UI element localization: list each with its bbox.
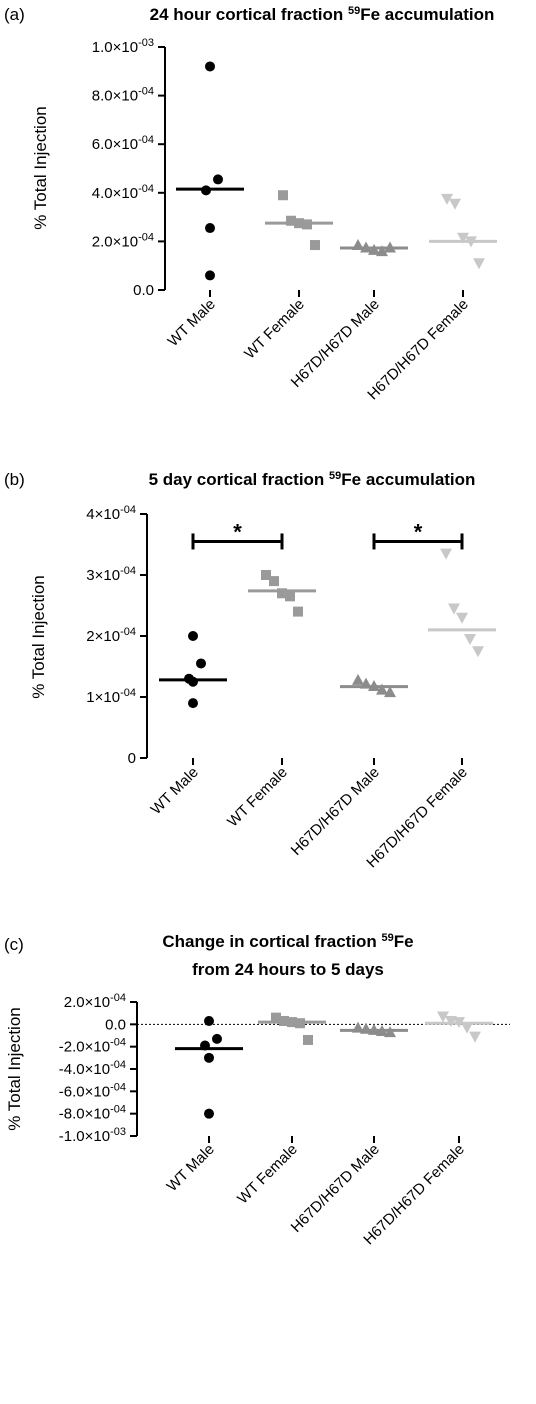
data-point bbox=[464, 634, 476, 646]
x-category-label: WT Male bbox=[148, 764, 202, 818]
y-tick-label: 4.0×10-04 bbox=[92, 183, 154, 202]
y-tick-label: 6.0×10-04 bbox=[92, 134, 154, 153]
data-point bbox=[352, 239, 364, 251]
data-point bbox=[188, 698, 198, 709]
y-tick-label: 0.0 bbox=[105, 1016, 126, 1033]
data-point bbox=[456, 612, 468, 624]
x-category-label: WT Female bbox=[224, 764, 291, 831]
y-tick-label: 3×10-04 bbox=[86, 565, 136, 584]
data-point bbox=[440, 548, 452, 560]
data-point bbox=[448, 603, 460, 615]
data-point bbox=[294, 218, 304, 229]
y-tick-label: -6.0×10-04 bbox=[59, 1081, 126, 1100]
data-point bbox=[376, 245, 388, 257]
y-tick-label: 2.0×10-04 bbox=[92, 231, 154, 250]
data-point bbox=[261, 570, 271, 580]
data-point bbox=[277, 588, 287, 599]
data-point bbox=[384, 686, 396, 698]
data-point bbox=[303, 1034, 313, 1045]
data-point bbox=[457, 232, 469, 244]
data-point bbox=[205, 61, 215, 72]
data-point bbox=[360, 677, 372, 689]
x-category-label: WT Male bbox=[164, 1141, 218, 1195]
data-point bbox=[205, 223, 215, 234]
x-category-label: WT Female bbox=[234, 1141, 301, 1208]
data-point bbox=[196, 658, 206, 669]
y-tick-label: 2×10-04 bbox=[86, 626, 136, 645]
data-point bbox=[461, 1022, 473, 1034]
x-category-label: H67D/H67D Male bbox=[288, 764, 383, 859]
data-point bbox=[368, 243, 380, 255]
significance-asterisk: * bbox=[414, 519, 423, 544]
y-tick-label: -2.0×10-04 bbox=[59, 1037, 126, 1056]
chart-title: 5 day cortical fraction 59Fe accumulatio… bbox=[149, 470, 476, 489]
data-point bbox=[360, 1022, 372, 1034]
y-tick-label: 4×10-04 bbox=[86, 504, 136, 523]
chart-title: from 24 hours to 5 days bbox=[192, 960, 384, 979]
data-point bbox=[201, 185, 211, 196]
data-point bbox=[271, 1012, 281, 1023]
data-point bbox=[302, 219, 312, 230]
y-tick-label: 0 bbox=[128, 750, 136, 767]
x-category-label: H67D/H67D Female bbox=[363, 764, 471, 872]
data-point bbox=[295, 1018, 305, 1029]
data-point bbox=[352, 1021, 364, 1033]
data-point bbox=[469, 1031, 481, 1043]
data-point bbox=[360, 241, 372, 253]
panel-label: (c) bbox=[4, 935, 24, 954]
data-point bbox=[286, 215, 296, 226]
data-point bbox=[188, 631, 198, 641]
y-tick-label: 8.0×10-04 bbox=[92, 86, 154, 105]
data-point bbox=[205, 270, 215, 281]
data-point bbox=[213, 174, 223, 185]
data-point bbox=[368, 1023, 380, 1035]
x-category-label: WT Male bbox=[165, 296, 219, 350]
data-point bbox=[204, 1108, 214, 1119]
data-point bbox=[453, 1017, 465, 1029]
data-point bbox=[352, 673, 364, 685]
y-tick-label: -4.0×10-04 bbox=[59, 1059, 126, 1078]
data-point bbox=[278, 190, 288, 201]
data-point bbox=[269, 576, 279, 587]
data-point bbox=[441, 193, 453, 205]
panel-label: (a) bbox=[4, 5, 25, 24]
x-category-label: H67D/H67D Male bbox=[288, 1141, 383, 1236]
y-tick-label: -8.0×10-04 bbox=[59, 1104, 126, 1123]
y-tick-label: 1×10-04 bbox=[86, 687, 136, 706]
y-axis-label: % Total Injection bbox=[29, 575, 48, 698]
data-point bbox=[285, 591, 295, 602]
y-tick-label: 0.0 bbox=[133, 282, 154, 299]
x-category-label: WT Female bbox=[241, 296, 308, 363]
data-point bbox=[279, 1015, 289, 1026]
data-point bbox=[293, 606, 303, 617]
y-axis-label: % Total Injection bbox=[31, 106, 50, 229]
data-point bbox=[437, 1011, 449, 1023]
data-point bbox=[384, 241, 396, 253]
data-point bbox=[472, 646, 484, 658]
data-point bbox=[368, 680, 380, 692]
panel-label: (b) bbox=[4, 470, 25, 489]
data-point bbox=[384, 1026, 396, 1038]
y-tick-label: 2.0×10-04 bbox=[64, 992, 126, 1011]
significance-asterisk: * bbox=[233, 519, 242, 544]
x-category-label: H67D/H67D Female bbox=[364, 296, 472, 404]
data-point bbox=[212, 1033, 222, 1044]
data-point bbox=[465, 236, 477, 248]
y-tick-label: -1.0×10-03 bbox=[59, 1126, 126, 1145]
data-point bbox=[204, 1052, 214, 1063]
data-point bbox=[204, 1015, 214, 1026]
data-point bbox=[449, 198, 461, 210]
data-point bbox=[473, 258, 485, 270]
chart-title: Change in cortical fraction 59Fe bbox=[162, 932, 413, 951]
data-point bbox=[188, 676, 198, 687]
data-point bbox=[287, 1017, 297, 1028]
data-point bbox=[376, 683, 388, 695]
data-point bbox=[310, 240, 320, 251]
y-tick-label: 1.0×10-03 bbox=[92, 37, 154, 56]
y-axis-label: % Total Injection bbox=[5, 1007, 24, 1130]
data-point bbox=[200, 1040, 210, 1051]
data-point bbox=[376, 1025, 388, 1037]
chart-title: 24 hour cortical fraction 59Fe accumulat… bbox=[150, 5, 495, 24]
